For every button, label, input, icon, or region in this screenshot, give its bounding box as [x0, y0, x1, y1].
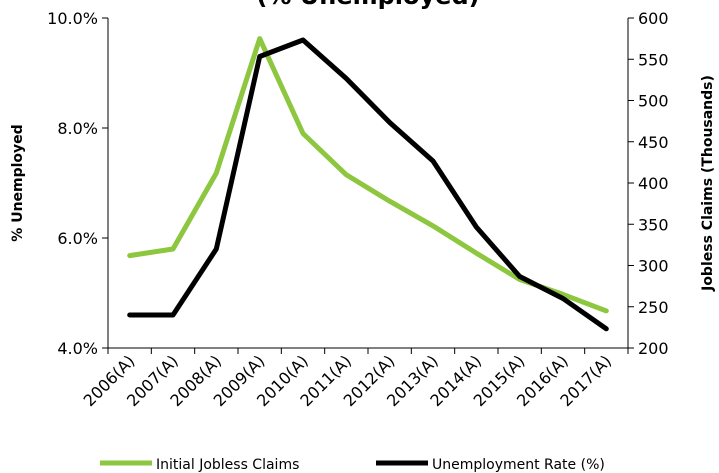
legend: Initial Jobless Claims Unemployment Rate …	[100, 457, 605, 473]
right-tick-label: 600	[638, 9, 669, 28]
right-tick-label: 250	[638, 298, 669, 317]
series-layer	[127, 36, 609, 332]
left-axis-title: % Unemployed	[10, 124, 26, 241]
legend-label: Initial Jobless Claims	[156, 457, 299, 473]
left-tick-label: 4.0%	[57, 339, 98, 358]
unemployment-rate-line	[127, 37, 609, 332]
right-tick-label: 200	[638, 339, 669, 358]
left-tick-label: 10.0%	[47, 9, 98, 28]
plot-area: 4.0% 6.0% 8.0% 10.0% 200 250 300 350 400 450 500 5…	[47, 9, 668, 410]
right-tick-label: 400	[638, 174, 669, 193]
right-tick-label: 350	[638, 215, 669, 234]
left-tick-label: 6.0%	[57, 229, 98, 248]
left-axis-ticks: 4.0% 6.0% 8.0% 10.0%	[47, 9, 108, 358]
left-tick-label: 8.0%	[57, 119, 98, 138]
right-axis-ticks: 200 250 300 350 400 450 500 550 600	[628, 9, 669, 358]
right-tick-label: 550	[638, 50, 669, 69]
right-axis-title: Jobless Claims (Thousands)	[700, 75, 716, 292]
right-tick-label: 300	[638, 257, 669, 276]
legend-label: Unemployment Rate (%)	[432, 457, 605, 473]
right-tick-label: 450	[638, 133, 669, 152]
chart-title: (% Unemployed)	[256, 0, 479, 10]
right-tick-label: 500	[638, 92, 669, 111]
x-axis-ticks: 2006(A)2007(A)2008(A)2009(A)2010(A)2011(…	[80, 348, 629, 410]
